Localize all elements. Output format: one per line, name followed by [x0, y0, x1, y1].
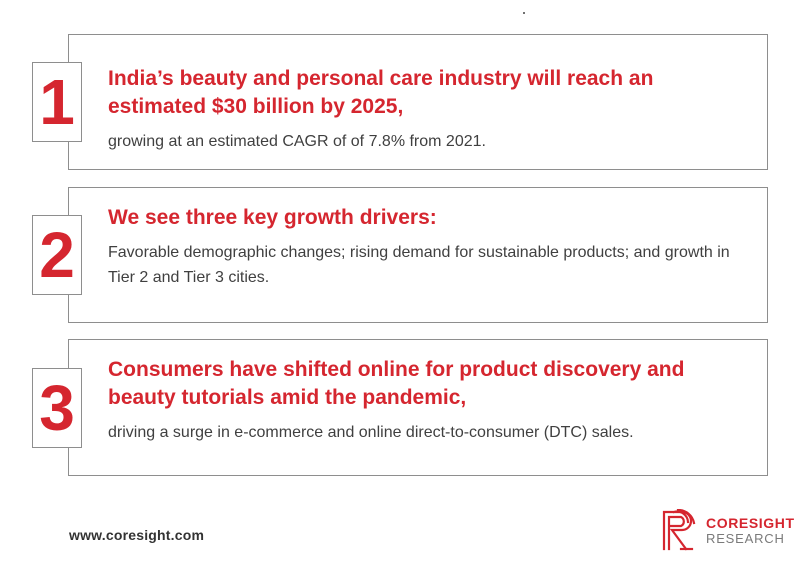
card-headline: India’s beauty and personal care industr… — [108, 67, 654, 118]
card-body: Favorable demographic changes; rising de… — [108, 244, 730, 286]
logo-name: CORESIGHT — [706, 514, 795, 531]
number-badge: 1 — [32, 62, 82, 142]
stray-dot — [523, 12, 525, 14]
number-badge: 2 — [32, 215, 82, 295]
card-content: India’s beauty and personal care industr… — [108, 65, 743, 154]
card-headline: Consumers have shifted online for produc… — [108, 358, 685, 409]
logo-text: CORESIGHT RESEARCH — [706, 516, 795, 545]
key-point-card-2: 2 We see three key growth drivers: Favor… — [32, 187, 768, 323]
card-content: We see three key growth drivers: Favorab… — [108, 204, 743, 290]
card-body: driving a surge in e-commerce and online… — [108, 424, 634, 441]
logo-subtitle: RESEARCH — [706, 530, 785, 546]
key-point-card-3: 3 Consumers have shifted online for prod… — [32, 339, 768, 476]
website-url[interactable]: www.coresight.com — [69, 527, 205, 543]
coresight-r-icon — [662, 509, 696, 551]
card-content: Consumers have shifted online for produc… — [108, 356, 743, 445]
card-body: growing at an estimated CAGR of of 7.8% … — [108, 133, 486, 150]
key-point-card-1: 1 India’s beauty and personal care indus… — [32, 34, 768, 170]
card-headline: We see three key growth drivers: — [108, 206, 437, 229]
number-badge: 3 — [32, 367, 82, 448]
coresight-logo: CORESIGHT RESEARCH — [660, 509, 795, 551]
